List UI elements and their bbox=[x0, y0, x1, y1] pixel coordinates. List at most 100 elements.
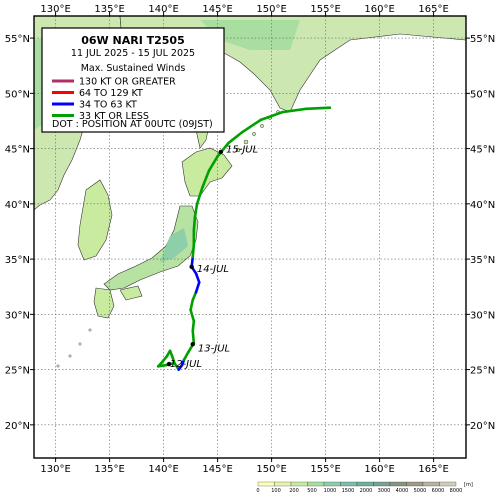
lat-tick-label-right: 30°N bbox=[470, 310, 495, 321]
legend-entry-label: 33 KT OR LESS bbox=[79, 111, 149, 122]
track-segment bbox=[189, 298, 195, 312]
scale-label: 2000 bbox=[360, 488, 373, 494]
legend-title: 06W NARI T2505 bbox=[81, 34, 185, 47]
scale-color-cell bbox=[373, 481, 391, 487]
scale-label: 6000 bbox=[432, 488, 445, 494]
scale-color-cell bbox=[422, 481, 440, 487]
scale-label: 4000 bbox=[396, 488, 409, 494]
scale-color-cell bbox=[274, 481, 292, 487]
lon-tick-label-bottom: 130°E bbox=[40, 464, 70, 475]
lon-tick-label-bottom: 155°E bbox=[310, 464, 340, 475]
track-segment bbox=[241, 118, 263, 134]
legend: 06W NARI T2505 11 JUL 2025 - 15 JUL 2025… bbox=[41, 27, 225, 133]
scale-color-cell bbox=[439, 481, 457, 487]
track-segment bbox=[281, 107, 308, 114]
track-segment bbox=[207, 155, 219, 172]
position-dot bbox=[218, 149, 224, 155]
lon-tick-label-top: 150°E bbox=[256, 4, 286, 15]
lon-tick-label-bottom: 150°E bbox=[256, 464, 286, 475]
scale-color-cell bbox=[389, 481, 407, 487]
day-label: 13-JUL bbox=[198, 344, 230, 355]
scale-label: 500 bbox=[307, 488, 317, 494]
lon-tick-label-top: 135°E bbox=[94, 4, 124, 15]
land-russia-highland bbox=[200, 20, 300, 50]
legend-period: 11 JUL 2025 - 15 JUL 2025 bbox=[71, 48, 195, 59]
lon-tick-label-bottom: 165°E bbox=[418, 464, 448, 475]
lon-tick-label-top: 145°E bbox=[202, 4, 232, 15]
lat-tick-label-right: 55°N bbox=[470, 34, 495, 45]
land-shikoku bbox=[119, 285, 143, 301]
track-segment bbox=[191, 290, 198, 302]
track-segment bbox=[194, 272, 201, 284]
land-kyushu bbox=[93, 287, 115, 319]
lon-tick-label-top: 160°E bbox=[364, 4, 394, 15]
track-segment bbox=[192, 215, 197, 232]
position-dot bbox=[190, 341, 195, 347]
scale-color-cell bbox=[406, 481, 424, 487]
lon-tick-label-bottom: 135°E bbox=[94, 464, 124, 475]
lon-tick-label-bottom: 145°E bbox=[202, 464, 232, 475]
land-korea bbox=[77, 179, 113, 261]
scale-color-cell bbox=[356, 481, 374, 487]
lat-tick-label-right: 45°N bbox=[470, 145, 495, 156]
lat-tick-label-right: 50°N bbox=[470, 89, 495, 100]
track-segment bbox=[194, 281, 201, 294]
track-segment bbox=[191, 243, 196, 259]
scale-color-cell bbox=[340, 481, 358, 487]
lat-tick-label-left: 50°N bbox=[5, 89, 30, 100]
position-dot bbox=[166, 361, 172, 367]
scale-color-cell bbox=[307, 481, 325, 487]
scale-color-cell bbox=[323, 481, 341, 487]
scale-label: 0 bbox=[256, 488, 259, 494]
lat-tick-label-left: 35°N bbox=[5, 255, 30, 266]
legend-entry-label: 34 TO 63 KT bbox=[79, 100, 137, 111]
scale-unit: [m] bbox=[464, 482, 473, 488]
track-segment bbox=[259, 110, 284, 122]
legend-entry-label: 130 KT OR GREATER bbox=[79, 77, 176, 88]
lat-tick-label-left: 30°N bbox=[5, 310, 30, 321]
lat-tick-label-right: 35°N bbox=[470, 255, 495, 266]
lon-tick-label-top: 140°E bbox=[148, 4, 178, 15]
lon-tick-label-bottom: 160°E bbox=[364, 464, 394, 475]
nansei-islands bbox=[56, 328, 92, 368]
scale-label: 1000 bbox=[324, 488, 337, 494]
track-segment bbox=[189, 308, 196, 323]
land-honshu-highland bbox=[160, 228, 188, 262]
lon-tick-label-bottom: 140°E bbox=[148, 464, 178, 475]
lon-tick-label-top: 165°E bbox=[418, 4, 448, 15]
track-segment bbox=[304, 106, 332, 111]
legend-entry-label: 64 TO 129 KT bbox=[79, 88, 143, 99]
lat-tick-label-left: 55°N bbox=[5, 34, 30, 45]
daily-position-dots bbox=[166, 149, 224, 367]
position-dot bbox=[189, 264, 194, 270]
lon-tick-label-top: 130°E bbox=[40, 4, 70, 15]
map-frame bbox=[33, 15, 467, 459]
track-segment bbox=[216, 141, 230, 158]
lat-tick-label-left: 40°N bbox=[5, 200, 30, 211]
scale-label: 100 bbox=[271, 488, 281, 494]
scale-label: 200 bbox=[289, 488, 299, 494]
lat-tick-label-left: 25°N bbox=[5, 366, 30, 377]
track-loop-segment bbox=[160, 355, 169, 365]
scale-label: 1500 bbox=[342, 488, 355, 494]
lat-tick-label-right: 25°N bbox=[470, 366, 495, 377]
lon-tick-label-top: 155°E bbox=[310, 4, 340, 15]
scale-label: 3000 bbox=[378, 488, 391, 494]
track-segment bbox=[182, 350, 190, 361]
scale-label: 5000 bbox=[414, 488, 427, 494]
lat-tick-label-left: 20°N bbox=[5, 421, 30, 432]
lat-tick-label-left: 45°N bbox=[5, 145, 30, 156]
scale-color-cell bbox=[290, 481, 308, 487]
elevation-scale: 0 100 200 500 1000 1500 2000 3000 4000 5000 6000 80… bbox=[256, 481, 473, 494]
lat-tick-label-right: 40°N bbox=[470, 200, 495, 211]
legend-winds-heading: Max. Sustained Winds bbox=[81, 63, 186, 74]
day-labels: 12-JUL 13-JUL 14-JUL 15-JUL bbox=[170, 145, 258, 370]
scale-label: 8000 bbox=[450, 488, 463, 494]
track-segment bbox=[227, 130, 244, 145]
track-segment bbox=[195, 185, 204, 206]
track-segment bbox=[201, 169, 211, 189]
track-segment bbox=[193, 202, 199, 219]
day-label: 14-JUL bbox=[197, 264, 229, 275]
